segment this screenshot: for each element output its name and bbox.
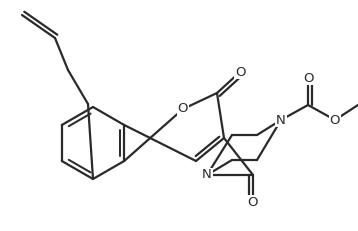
Text: O: O [235, 66, 245, 79]
Text: O: O [303, 72, 313, 85]
Text: N: N [202, 168, 212, 182]
Text: O: O [248, 195, 258, 209]
Text: O: O [178, 103, 188, 116]
Text: N: N [276, 113, 286, 127]
Text: O: O [330, 113, 340, 127]
